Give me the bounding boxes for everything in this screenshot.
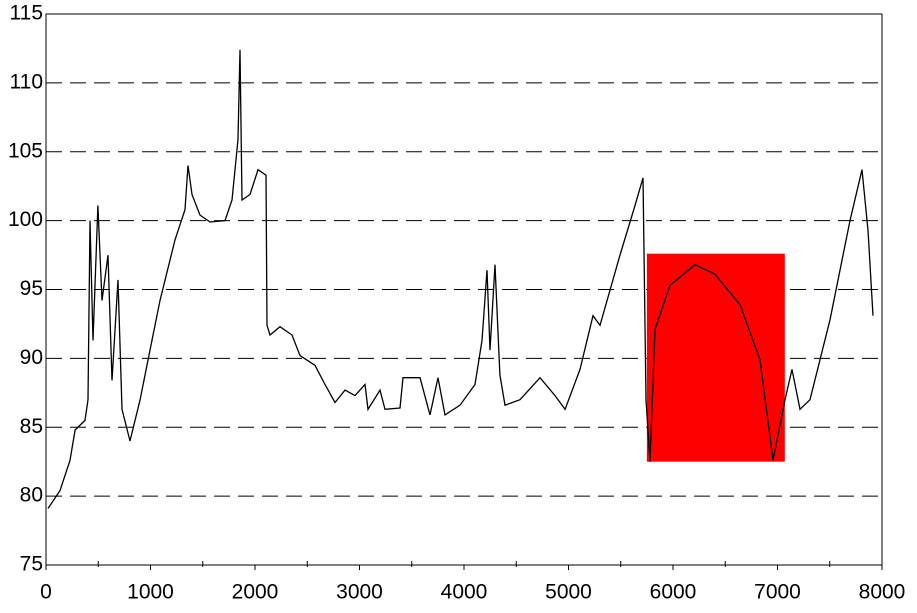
x-tick-label: 5000 (545, 581, 592, 604)
y-tick-label: 85 (20, 415, 43, 438)
x-tick-label: 2000 (232, 581, 279, 604)
data-line (47, 49, 874, 509)
x-tick-label: 6000 (650, 581, 697, 604)
y-tick-label: 90 (20, 346, 43, 369)
x-tick-label: 0 (40, 581, 52, 604)
plot-border (45, 13, 883, 566)
y-tick-label: 105 (8, 139, 43, 162)
y-tick-label: 80 (20, 484, 43, 507)
x-tick-label: 7000 (754, 581, 801, 604)
y-tick-label: 115 (10, 2, 43, 25)
x-tick-label: 1000 (127, 581, 174, 604)
y-tick-label: 100 (8, 208, 43, 231)
y-tick-label: 95 (20, 277, 43, 300)
y-tick-label: 110 (10, 70, 43, 93)
x-tick-label: 8000 (859, 581, 906, 604)
x-tick-label: 4000 (441, 581, 488, 604)
highlight-region (646, 253, 785, 462)
x-tick-label: 3000 (336, 581, 383, 604)
y-tick-label: 75 (20, 553, 43, 576)
